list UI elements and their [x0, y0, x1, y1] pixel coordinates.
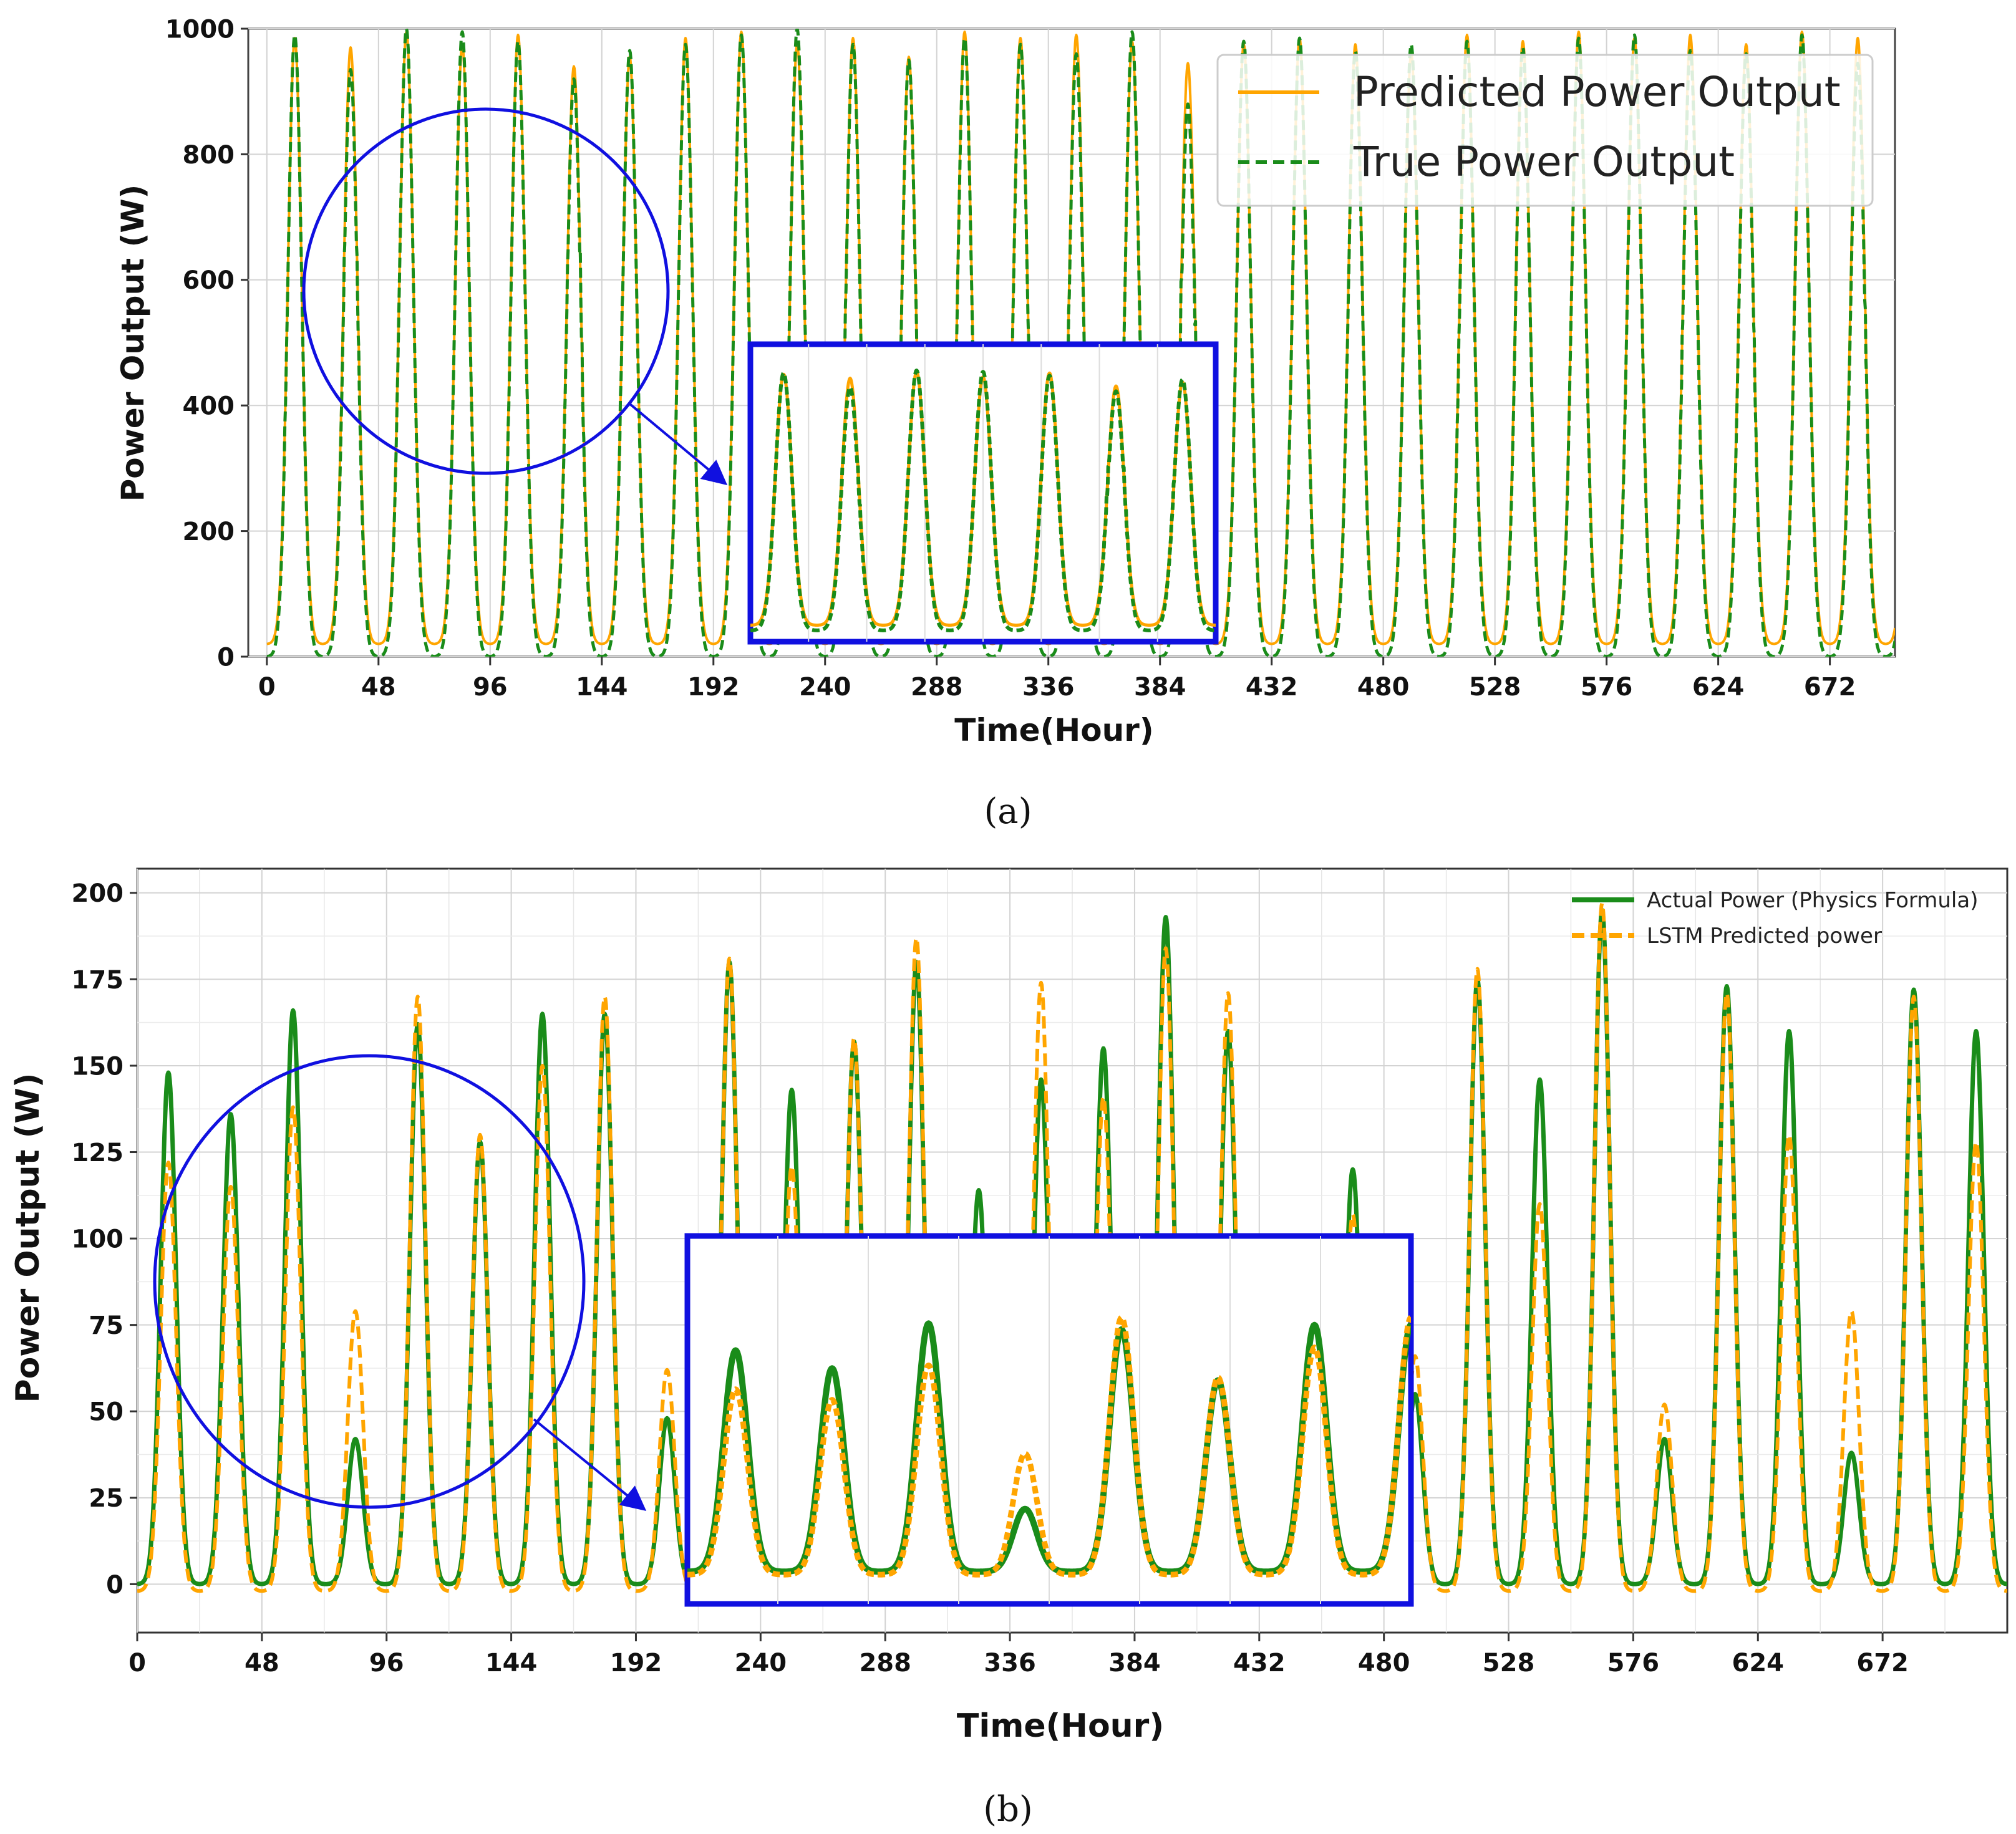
y-tick-label: 125: [72, 1139, 124, 1167]
panel-a-x-ticks: 0 48 96 144 192 240 288 336 384 432 480 528 576 624 67…: [258, 657, 1856, 702]
x-tick-label: 336: [984, 1649, 1036, 1677]
inset-series-lstm-predicted-power: [687, 1315, 1411, 1578]
panel-a-y-ticks: 0 200 400 600 800 1000: [165, 15, 248, 672]
x-tick-label: 48: [361, 673, 396, 702]
y-tick-label: 175: [72, 966, 124, 995]
panel-b: 0 48 96 144 192 240 288 336 384 432 480 528 576 624 67…: [9, 867, 2009, 1830]
x-tick-label: 432: [1233, 1649, 1286, 1677]
y-tick-label: 0: [217, 643, 235, 672]
x-tick-label: 240: [799, 673, 851, 702]
panel-b-y-ticks: 0 25 50 75 100 125 150 175 200: [72, 879, 137, 1600]
panel-a-series: [266, 29, 1895, 657]
x-tick-label: 192: [610, 1649, 662, 1677]
x-tick-label: 144: [576, 673, 628, 702]
panel-a-inset-series: [750, 344, 1216, 642]
x-tick-label: 240: [735, 1649, 787, 1677]
panel-b-zoom-circle: [153, 1054, 647, 1512]
panel-b-x-ticks: 0 48 96 144 192 240 288 336 384 432 480 528 576 624 67…: [128, 1633, 1909, 1677]
y-tick-label: 150: [72, 1052, 124, 1081]
panel-b-zoom-inset: [684, 1233, 1414, 1607]
legend-b-actual-label: Actual Power (Physics Formula): [1647, 888, 1978, 913]
y-tick-label: 1000: [165, 15, 235, 44]
y-tick-label: 400: [183, 392, 235, 421]
series-true-power-output: [266, 29, 1895, 657]
x-tick-label: 0: [258, 673, 276, 702]
y-tick-label: 200: [72, 879, 124, 908]
x-tick-label: 480: [1358, 1649, 1410, 1677]
x-tick-label: 384: [1108, 1649, 1161, 1677]
x-tick-label: 96: [369, 1649, 404, 1677]
x-tick-label: 0: [128, 1649, 146, 1677]
legend-a-true-label: True Power Output: [1353, 138, 1735, 186]
x-tick-label: 480: [1357, 673, 1410, 702]
x-tick-label: 288: [859, 1649, 911, 1677]
x-tick-label: 288: [911, 673, 963, 702]
x-tick-label: 624: [1732, 1649, 1785, 1677]
x-tick-label: 144: [485, 1649, 538, 1677]
y-tick-label: 800: [183, 141, 235, 170]
panel-a-zoom-circle: [302, 107, 728, 486]
x-tick-label: 384: [1134, 673, 1186, 702]
x-tick-label: 528: [1469, 673, 1521, 702]
x-tick-label: 96: [473, 673, 508, 702]
y-tick-label: 600: [183, 266, 235, 295]
x-tick-label: 576: [1607, 1649, 1660, 1677]
panel-a: 0 48 96 144 192 240 288 336 384 432 480 528 576 624 67…: [115, 15, 1896, 832]
x-tick-label: 432: [1246, 673, 1298, 702]
panel-b-inset-series: [687, 1236, 1411, 1604]
panel-b-xlabel: Time(Hour): [957, 1707, 1164, 1745]
legend-b-lstm-label: LSTM Predicted power: [1647, 924, 1882, 948]
panel-a-legend: Predicted Power Output True Power Output: [1216, 54, 1874, 207]
y-tick-label: 200: [183, 518, 235, 546]
x-tick-label: 48: [245, 1649, 279, 1677]
panel-a-zoom-inset: [747, 341, 1219, 645]
x-tick-label: 672: [1804, 673, 1856, 702]
x-tick-label: 336: [1022, 673, 1075, 702]
y-tick-label: 75: [89, 1311, 124, 1340]
x-tick-label: 576: [1581, 673, 1633, 702]
panel-b-label: (b): [983, 1789, 1033, 1830]
legend-a-predicted-label: Predicted Power Output: [1354, 68, 1841, 116]
x-tick-label: 192: [687, 673, 740, 702]
x-tick-label: 672: [1856, 1649, 1909, 1677]
y-tick-label: 25: [89, 1484, 124, 1513]
y-tick-label: 0: [106, 1571, 124, 1600]
x-tick-label: 624: [1692, 673, 1745, 702]
panel-b-ylabel: Power Output (W): [9, 1073, 47, 1402]
x-tick-label: 528: [1483, 1649, 1535, 1677]
panel-a-label: (a): [984, 791, 1032, 832]
panel-b-legend: Actual Power (Physics Formula) LSTM Pred…: [1572, 888, 1978, 948]
y-tick-label: 50: [89, 1398, 124, 1427]
panel-a-xlabel: Time(Hour): [954, 712, 1153, 748]
panel-a-ylabel: Power Output (W): [115, 185, 151, 502]
y-tick-label: 100: [72, 1225, 124, 1253]
inset-series-true-power-output: [750, 369, 1216, 632]
